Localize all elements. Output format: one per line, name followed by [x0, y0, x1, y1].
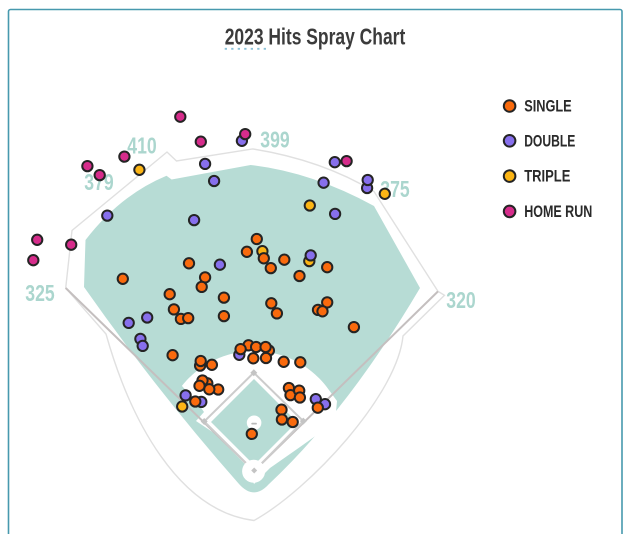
svg-text:SINGLE: SINGLE	[524, 98, 572, 116]
svg-text:325: 325	[25, 280, 55, 306]
svg-text:DOUBLE: DOUBLE	[524, 132, 575, 150]
svg-text:320: 320	[446, 287, 475, 313]
svg-text:TRIPLE: TRIPLE	[524, 168, 570, 186]
svg-text:2023 Hits Spray Chart: 2023 Hits Spray Chart	[225, 24, 406, 50]
svg-text:410: 410	[127, 133, 156, 159]
svg-text:399: 399	[260, 127, 289, 153]
svg-text:HOME RUN: HOME RUN	[524, 203, 592, 221]
